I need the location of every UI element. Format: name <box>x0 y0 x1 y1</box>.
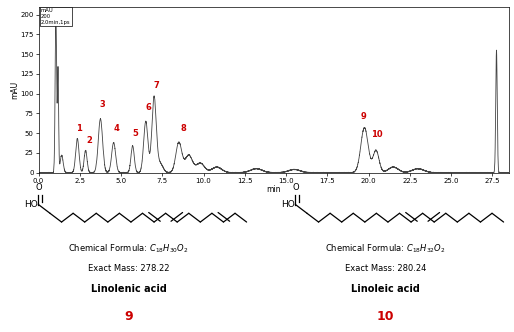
X-axis label: min: min <box>266 185 281 194</box>
Text: Linoleic acid: Linoleic acid <box>351 284 420 294</box>
Text: O: O <box>35 184 42 193</box>
Text: 3: 3 <box>99 100 105 110</box>
Text: 9: 9 <box>361 112 366 121</box>
Text: Linolenic acid: Linolenic acid <box>90 284 167 294</box>
Text: 9: 9 <box>124 309 133 323</box>
Text: mAU
200
2.0min,1ps: mAU 200 2.0min,1ps <box>41 8 70 25</box>
Text: Exact Mass: 280.24: Exact Mass: 280.24 <box>345 264 426 273</box>
Text: 10: 10 <box>377 309 394 323</box>
Y-axis label: mAU: mAU <box>10 81 19 99</box>
Text: 10: 10 <box>371 130 382 139</box>
Text: HO: HO <box>24 200 38 209</box>
Text: 1: 1 <box>76 124 82 133</box>
Text: 7: 7 <box>154 81 159 90</box>
Text: 2: 2 <box>86 136 92 145</box>
Text: 4: 4 <box>114 124 120 133</box>
Text: 6: 6 <box>145 103 151 112</box>
Text: Chemical Formula: $C_{18}H_{30}O_2$: Chemical Formula: $C_{18}H_{30}O_2$ <box>68 243 189 255</box>
Text: 8: 8 <box>180 124 186 133</box>
Text: Chemical Formula: $C_{18}H_{32}O_2$: Chemical Formula: $C_{18}H_{32}O_2$ <box>325 243 446 255</box>
Text: 5: 5 <box>132 129 138 138</box>
Text: HO: HO <box>281 200 295 209</box>
Text: Exact Mass: 278.22: Exact Mass: 278.22 <box>88 264 169 273</box>
Text: O: O <box>292 184 299 193</box>
